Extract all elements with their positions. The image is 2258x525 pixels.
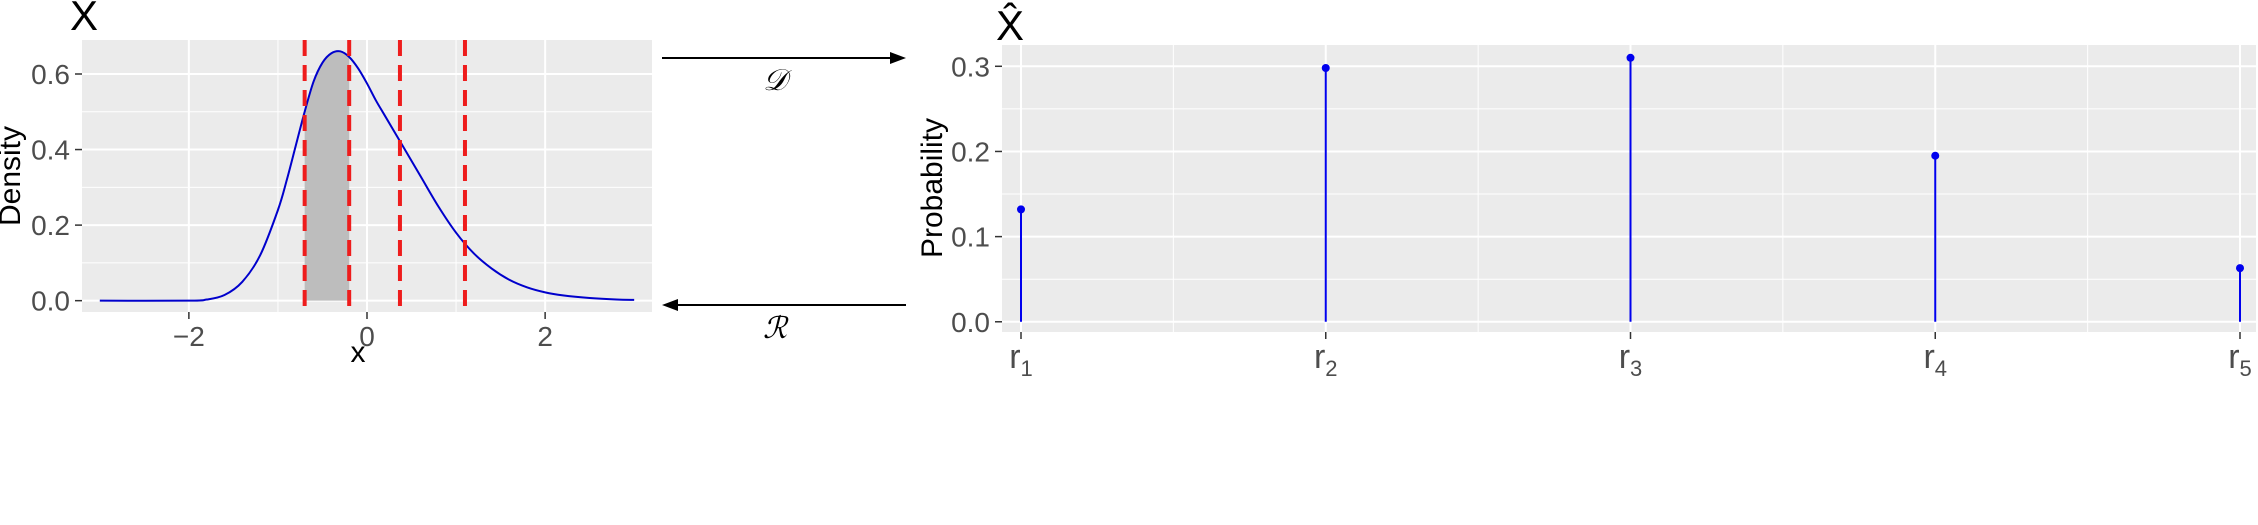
shaded-area [304, 51, 350, 301]
x-tick-label: r2 [1314, 338, 1338, 381]
y-tick-label: 0.4 [31, 135, 70, 166]
x-tick-label: 2 [537, 321, 553, 352]
density-x-ticks: −2 0 2 [173, 312, 553, 352]
density-line [99, 50, 635, 302]
probability-y-axis-label: Probability [916, 118, 949, 258]
y-tick-label: 0.6 [31, 59, 70, 90]
density-shaded-interval [304, 51, 350, 301]
y-tick-label: 0.2 [31, 210, 70, 241]
probability-y-ticks: 0.0 0.1 0.2 0.3 [951, 51, 1002, 338]
density-curve [99, 50, 635, 302]
y-tick-label: 0.1 [951, 222, 990, 253]
discretize-arrow-label: 𝒟 [763, 63, 792, 98]
probability-plot-panel [1002, 45, 2256, 332]
mapping-arrows: 𝒟 ℛ [662, 52, 906, 346]
x-tick-label: r3 [1619, 338, 1643, 381]
density-chart-title: X [70, 0, 98, 39]
x-tick-label: −2 [173, 321, 205, 352]
density-cutpoints [302, 40, 467, 312]
y-tick-label: 0.3 [951, 51, 990, 82]
probability-x-ticks: r1 r2 r3 r4 r5 [1009, 332, 2252, 381]
stem-point [2236, 264, 2244, 273]
x-tick-label: r1 [1009, 338, 1033, 381]
discretize-arrowhead [890, 52, 906, 64]
density-chart: X 0.0 0.2 0.4 0.6 −2 0 2 x Density [0, 0, 652, 369]
stem-point [1931, 151, 1940, 160]
stem-point [1626, 53, 1635, 62]
x-tick-label: 0 [359, 321, 375, 352]
x-tick-label: r5 [2228, 338, 2252, 381]
reconstruct-arrowhead [662, 299, 678, 311]
density-x-axis-label: x [351, 336, 366, 369]
y-tick-label: 0.0 [31, 286, 70, 317]
x-tick-label: r4 [1923, 338, 1947, 381]
probability-chart-title: X̂ [996, 2, 1024, 49]
reconstruct-arrow-label: ℛ [763, 311, 789, 346]
y-tick-label: 0.0 [951, 307, 990, 338]
stem-point [1321, 63, 1330, 72]
stem-point [1017, 205, 1025, 214]
density-y-ticks: 0.0 0.2 0.4 0.6 [31, 59, 82, 317]
probability-stems [1017, 53, 2244, 322]
density-y-axis-label: Density [0, 126, 27, 226]
y-tick-label: 0.2 [951, 136, 990, 167]
probability-chart: X̂ 0.0 0.1 0.2 0.3 r1 r2 r3 r4 r5 Probability [916, 2, 2256, 381]
